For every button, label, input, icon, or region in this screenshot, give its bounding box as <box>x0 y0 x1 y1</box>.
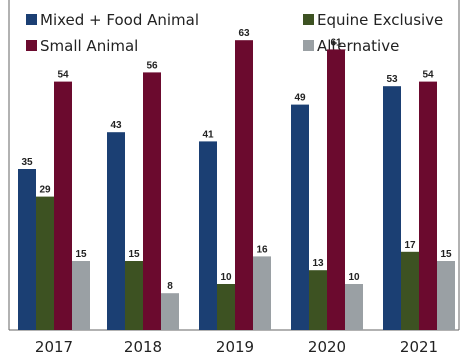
data-label-alternative-2019: 16 <box>256 244 268 255</box>
x-axis-ticks: 2017 2018 2019 2020 2021 <box>35 338 438 356</box>
bar-small-animal-2020 <box>327 49 345 331</box>
data-label-alternative-2021: 15 <box>440 249 452 260</box>
data-label-mixed-food-animal-2021: 53 <box>386 74 398 85</box>
x-tick-label-2020: 2020 <box>308 338 346 356</box>
bar-alternative-2019 <box>253 256 271 330</box>
bar-small-animal-2017 <box>54 81 72 330</box>
x-tick-label-2019: 2019 <box>216 338 254 356</box>
bar-mixed-food-animal-2019 <box>199 141 217 330</box>
data-label-small-animal-2020: 61 <box>330 37 342 48</box>
bar-equine-exclusive-2019 <box>217 284 235 330</box>
data-label-equine-exclusive-2020: 13 <box>312 258 324 269</box>
bar-mixed-food-animal-2017 <box>18 169 36 330</box>
bars-group <box>18 40 455 331</box>
data-label-small-animal-2018: 56 <box>146 60 158 71</box>
data-label-alternative-2018: 8 <box>167 281 173 292</box>
data-label-equine-exclusive-2019: 10 <box>220 272 232 283</box>
data-label-mixed-food-animal-2018: 43 <box>110 120 122 131</box>
legend: Mixed + Food Animal Equine Exclusive Small… <box>26 11 443 55</box>
x-tick-label-2021: 2021 <box>400 338 438 356</box>
bar-mixed-food-animal-2018 <box>107 132 125 330</box>
bar-equine-exclusive-2021 <box>401 251 419 330</box>
data-label-small-animal-2019: 63 <box>238 28 250 39</box>
legend-swatch-small-animal <box>26 40 37 51</box>
data-label-equine-exclusive-2018: 15 <box>128 249 140 260</box>
data-label-equine-exclusive-2021: 17 <box>404 240 416 251</box>
data-label-equine-exclusive-2017: 29 <box>39 185 51 196</box>
bar-equine-exclusive-2018 <box>125 261 143 330</box>
legend-label-small-animal: Small Animal <box>40 37 138 55</box>
data-label-mixed-food-animal-2017: 35 <box>21 157 33 168</box>
data-labels-group: 35 29 54 15 43 15 56 8 41 10 63 16 49 13 61 10 53 17 54 15 <box>21 28 452 292</box>
x-tick-label-2018: 2018 <box>124 338 162 356</box>
legend-swatch-mixed-food-animal <box>26 14 37 25</box>
bar-mixed-food-animal-2020 <box>291 104 309 330</box>
bar-alternative-2018 <box>161 293 179 330</box>
bar-equine-exclusive-2020 <box>309 270 327 330</box>
bar-small-animal-2019 <box>235 40 253 330</box>
bar-alternative-2017 <box>72 261 90 330</box>
bar-mixed-food-animal-2021 <box>383 86 401 330</box>
data-label-small-animal-2021: 54 <box>422 70 434 81</box>
legend-label-mixed-food-animal: Mixed + Food Animal <box>40 11 199 29</box>
x-tick-label-2017: 2017 <box>35 338 73 356</box>
data-label-alternative-2017: 15 <box>75 249 87 260</box>
bar-equine-exclusive-2017 <box>36 196 54 330</box>
data-label-mixed-food-animal-2019: 41 <box>202 129 214 140</box>
bar-small-animal-2018 <box>143 72 161 331</box>
bar-alternative-2020 <box>345 284 363 330</box>
data-label-mixed-food-animal-2020: 49 <box>294 93 306 104</box>
bar-alternative-2021 <box>437 261 455 330</box>
data-label-alternative-2020: 10 <box>348 272 360 283</box>
bar-small-animal-2021 <box>419 81 437 330</box>
data-label-small-animal-2017: 54 <box>57 70 69 81</box>
legend-swatch-equine-exclusive <box>303 14 314 25</box>
legend-label-equine-exclusive: Equine Exclusive <box>317 11 443 29</box>
legend-swatch-alternative <box>303 40 314 51</box>
